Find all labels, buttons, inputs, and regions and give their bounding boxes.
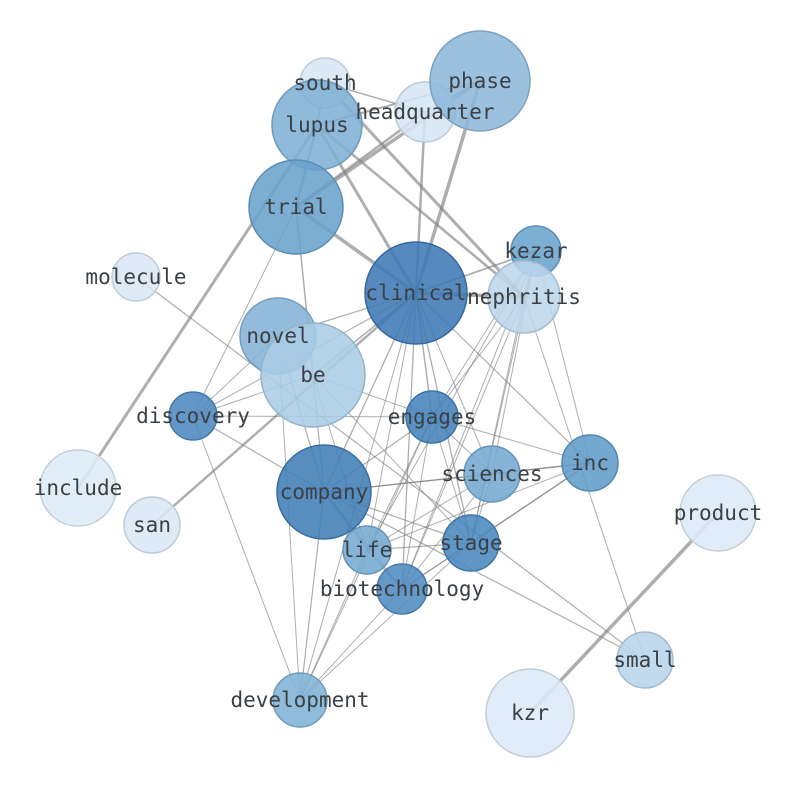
node-life: [342, 525, 392, 575]
edge-engages-biotechnology: [401, 416, 433, 590]
edge-product-kzr: [528, 511, 720, 715]
edge-development-stage: [299, 542, 472, 701]
node-label-product: product: [674, 501, 763, 525]
node-clinical: [364, 241, 468, 345]
edge-nephritis-stage: [470, 296, 525, 544]
node-label-include: include: [34, 476, 123, 500]
node-kzr: [485, 668, 575, 758]
node-label-south: south: [293, 71, 356, 95]
node-inc: [561, 434, 619, 492]
node-label-be: be: [300, 363, 325, 387]
edge-inc-life: [366, 462, 591, 551]
node-label-company: company: [280, 480, 369, 504]
node-include: [39, 449, 117, 527]
node-label-biotechnology: biotechnology: [320, 577, 484, 601]
node-label-sciences: sciences: [441, 462, 542, 486]
node-nephritis: [487, 260, 561, 334]
node-label-stage: stage: [439, 531, 502, 555]
node-label-life: life: [342, 538, 393, 562]
node-label-discovery: discovery: [136, 404, 250, 428]
node-label-lupus: lupus: [285, 113, 348, 137]
node-sciences: [463, 445, 521, 503]
node-label-nephritis: nephritis: [467, 285, 581, 309]
node-trial: [248, 159, 344, 255]
edge-discovery-development: [192, 415, 301, 701]
node-san: [123, 496, 181, 554]
node-label-kezar: kezar: [504, 239, 567, 263]
node-label-engages: engages: [388, 405, 477, 429]
node-label-molecule: molecule: [85, 265, 186, 289]
node-label-trial: trial: [264, 195, 327, 219]
labels-layer: molecule include san south headquarter phase l…: [34, 69, 763, 725]
node-label-small: small: [613, 648, 676, 672]
node-molecule: [111, 252, 161, 302]
edge-company-small: [323, 491, 646, 661]
node-label-kzr: kzr: [511, 701, 549, 725]
node-label-inc: inc: [571, 451, 609, 475]
edge-molecule-small: [135, 276, 646, 661]
edge-nephritis-biotechnology: [401, 296, 525, 590]
node-be: [260, 322, 366, 428]
node-development: [272, 672, 328, 728]
node-phase: [429, 30, 531, 132]
node-biotechnology: [376, 563, 428, 615]
node-company: [276, 444, 372, 540]
node-label-headquarter: headquarter: [355, 100, 494, 124]
node-label-clinical: clinical: [365, 281, 466, 305]
node-discovery: [168, 391, 218, 441]
node-label-novel: novel: [246, 324, 309, 348]
node-product: [679, 474, 757, 552]
nodes-layer: [39, 30, 757, 758]
node-label-development: development: [230, 688, 369, 712]
node-stage: [442, 514, 500, 572]
node-small: [616, 631, 674, 689]
edges-layer: [76, 79, 720, 715]
node-engages: [405, 390, 459, 444]
node-label-phase: phase: [448, 69, 511, 93]
node-label-san: san: [133, 513, 171, 537]
